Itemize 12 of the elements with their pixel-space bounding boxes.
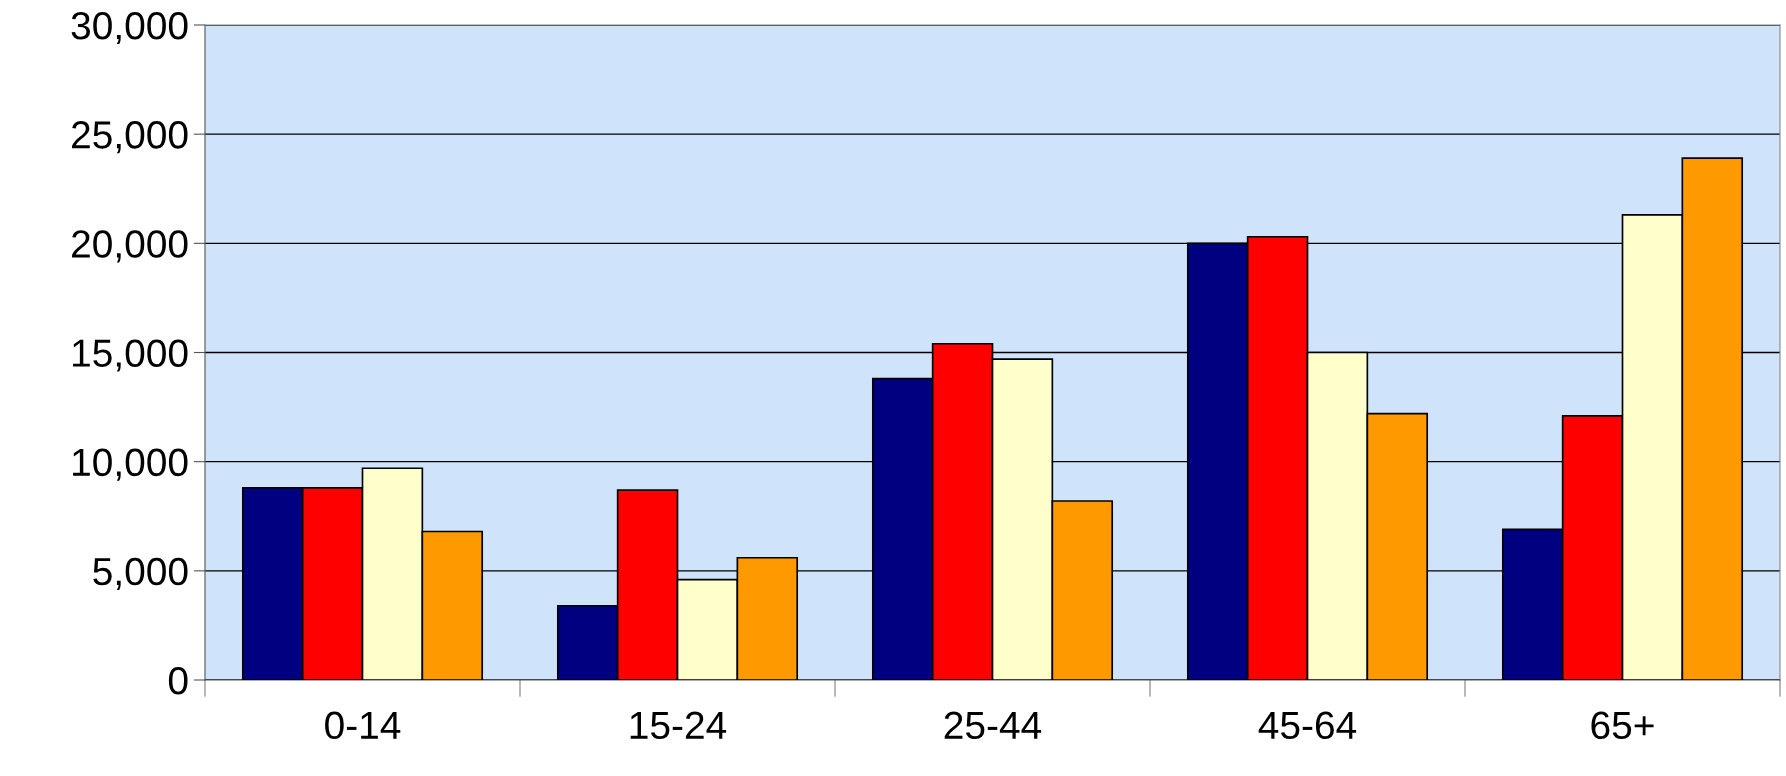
y-tick-label: 25,000 (72, 121, 188, 154)
x-tick-label: 65+ (1591, 711, 1654, 740)
x-tick-label: 0-14 (325, 711, 401, 740)
y-tick-label: 10,000 (73, 448, 188, 481)
x-tick-label: 45-64 (1258, 711, 1357, 740)
y-tick-label: 30,000 (71, 11, 188, 45)
y-tick-label: 0 (168, 666, 188, 695)
y-tick-label: 20,000 (72, 230, 188, 263)
x-tick-label: 15-24 (630, 711, 727, 740)
x-tick-label: 25-44 (944, 711, 1042, 740)
y-tick-label: 15,000 (73, 339, 188, 372)
y-tick-label: 5,000 (93, 557, 188, 590)
